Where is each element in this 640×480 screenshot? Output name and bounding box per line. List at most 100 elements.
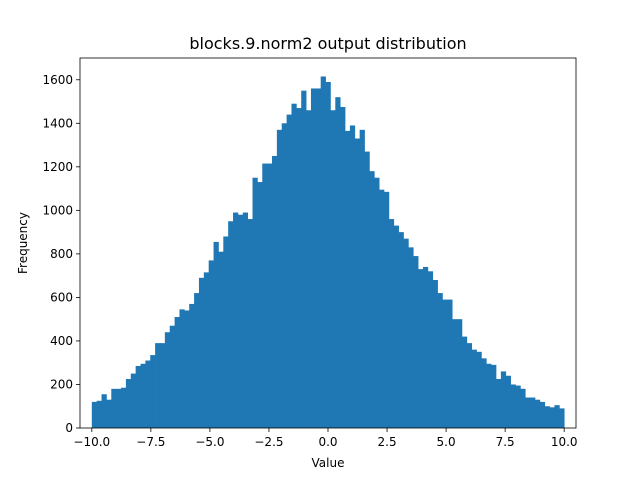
histogram-bar <box>432 280 438 428</box>
histogram-bar <box>437 293 443 428</box>
histogram-bar <box>418 269 424 428</box>
histogram-bar <box>198 277 205 428</box>
histogram-bar <box>272 155 278 428</box>
histogram-bar <box>203 272 210 428</box>
y-tick-label: 0 <box>65 421 73 435</box>
histogram-bar <box>374 177 380 428</box>
y-tick-label: 1400 <box>42 116 73 130</box>
histogram-bar <box>208 260 214 428</box>
histogram-bar <box>135 365 141 428</box>
histogram-bar <box>291 103 297 429</box>
histogram-bar <box>164 332 171 428</box>
histogram-bar <box>345 130 351 428</box>
histogram-bar <box>101 394 107 428</box>
histogram-bar <box>549 407 555 428</box>
histogram-bar <box>140 363 146 428</box>
histogram-bar <box>413 256 419 428</box>
histogram-bar <box>184 310 190 428</box>
histogram-bar <box>520 388 526 428</box>
histogram-bar <box>286 114 292 428</box>
histogram-bar <box>267 163 273 428</box>
histogram-bar <box>301 90 307 429</box>
histogram-bar <box>155 343 161 428</box>
histogram-bar <box>354 138 360 428</box>
y-tick-label: 1000 <box>42 203 73 217</box>
histogram-bar <box>500 371 507 428</box>
histogram-bar <box>515 385 521 428</box>
histogram-bar <box>330 110 336 429</box>
histogram-bar <box>306 110 312 429</box>
histogram-bar <box>96 400 102 428</box>
bars-group <box>91 76 565 429</box>
histogram-bar <box>476 351 482 428</box>
histogram-bar <box>408 247 414 428</box>
y-tick-label: 1200 <box>42 160 73 174</box>
histogram-bar <box>335 97 341 429</box>
histogram-bar <box>174 317 180 428</box>
histogram-bar <box>252 177 258 428</box>
x-ticks: −10.0 −7.5 −5.0 −2.5 0.0 2.5 5.0 7.5 10.0 <box>73 428 578 449</box>
y-tick-label: 400 <box>50 334 73 348</box>
histogram-bar <box>121 387 127 428</box>
x-tick-label: −2.5 <box>254 435 283 449</box>
histogram-bar <box>125 379 132 428</box>
histogram-bar <box>554 405 560 428</box>
histogram-bar <box>461 336 468 428</box>
histogram-bar <box>447 299 453 428</box>
y-ticks: 0 200 400 600 800 1000 1200 1400 1600 <box>42 73 80 435</box>
histogram-bar <box>525 397 531 428</box>
histogram-bar <box>379 189 385 428</box>
histogram-bar <box>179 309 185 428</box>
histogram-bar <box>242 212 248 428</box>
histogram-bar <box>398 232 404 428</box>
histogram-bar <box>369 171 375 428</box>
histogram-bar <box>544 406 550 428</box>
histogram-bar <box>466 343 473 428</box>
histogram-bar <box>130 373 136 428</box>
histogram-bar <box>530 397 536 428</box>
histogram-bar <box>452 319 458 428</box>
x-tick-label: −5.0 <box>195 435 224 449</box>
x-tick-label: −7.5 <box>136 435 165 449</box>
histogram-bar <box>505 375 511 428</box>
histogram-bar <box>427 271 434 428</box>
y-tick-label: 600 <box>50 290 73 304</box>
histogram-bar <box>91 401 98 428</box>
histogram-bar <box>510 384 516 428</box>
histogram-bar <box>194 293 200 428</box>
y-tick-label: 1600 <box>42 73 73 87</box>
histogram-bar <box>150 355 156 428</box>
histogram-bar <box>559 408 565 428</box>
x-axis-label: Value <box>312 456 345 470</box>
histogram-bar <box>442 299 448 428</box>
histogram-bar <box>262 163 268 428</box>
histogram-bar <box>145 360 151 428</box>
x-tick-label: 5.0 <box>437 435 456 449</box>
histogram-bar <box>364 151 370 428</box>
histogram-bar <box>281 123 287 428</box>
histogram-bar <box>296 108 302 428</box>
histogram-bar <box>315 88 322 428</box>
histogram-bar <box>189 303 195 428</box>
histogram-bar <box>359 129 365 428</box>
histogram-bar <box>169 325 175 428</box>
histogram-bar <box>325 81 331 428</box>
histogram-bar <box>228 221 234 428</box>
histogram-bar <box>116 388 122 428</box>
y-axis-label: Frequency <box>16 212 30 274</box>
x-tick-label: 10.0 <box>551 435 578 449</box>
histogram-bar <box>276 129 283 428</box>
x-tick-label: 7.5 <box>496 435 515 449</box>
histogram-bar <box>471 349 477 428</box>
histogram-bar <box>539 401 546 428</box>
chart-title: blocks.9.norm2 output distribution <box>189 34 466 53</box>
histogram-bar <box>233 212 239 428</box>
x-tick-label: 0.0 <box>318 435 337 449</box>
plot-frame <box>79 57 577 429</box>
histogram-bar <box>481 358 487 428</box>
histogram-bar <box>486 363 492 428</box>
x-tick-label: −10.0 <box>73 435 110 449</box>
histogram-bar <box>384 191 390 428</box>
histogram-bar <box>403 238 409 428</box>
